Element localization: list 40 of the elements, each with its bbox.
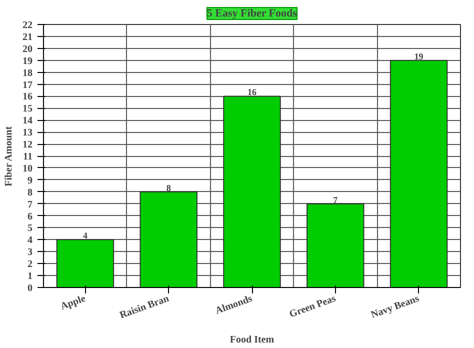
y-tick-label: 16 xyxy=(22,92,32,103)
y-tick-label: 4 xyxy=(28,235,32,246)
y-tick-label: 10 xyxy=(22,163,32,174)
y-tick-label: 15 xyxy=(22,104,32,115)
y-tick-label: 6 xyxy=(28,211,32,222)
bar xyxy=(223,96,281,288)
y-tick-label: 11 xyxy=(23,152,33,162)
y-tick-label: 3 xyxy=(28,247,32,258)
y-tick-label: 17 xyxy=(22,80,32,91)
y-axis-title: Fiber Amount xyxy=(4,126,14,186)
y-tick-label: 7 xyxy=(28,199,32,210)
y-tick-label: 12 xyxy=(22,140,32,151)
bar xyxy=(140,191,198,288)
y-tick-label: 21 xyxy=(22,32,32,43)
data-label: 4 xyxy=(82,230,88,241)
y-tick-label: 19 xyxy=(22,56,32,67)
y-tick-label: 0 xyxy=(28,283,32,294)
x-tick-label: Green Peas xyxy=(288,293,338,320)
x-tick-label: Navy Beans xyxy=(370,293,421,321)
y-tick-label: 2 xyxy=(28,259,32,270)
data-label: 16 xyxy=(248,87,257,98)
x-axis-title: Food Item xyxy=(230,334,275,346)
bar xyxy=(306,203,364,288)
y-tick-label: 9 xyxy=(28,175,32,186)
y-tick-label: 14 xyxy=(22,116,32,127)
x-tick-label: Raisin Bran xyxy=(118,293,171,322)
x-tick-label: Apple xyxy=(59,293,88,312)
data-label: 19 xyxy=(414,51,424,62)
chart-title: 5 Easy Fiber Foods xyxy=(206,8,298,20)
bar xyxy=(390,60,448,288)
y-tick-label: 18 xyxy=(22,68,32,79)
data-label: 7 xyxy=(333,194,338,205)
y-tick-label: 22 xyxy=(22,20,32,31)
data-label: 8 xyxy=(166,182,172,193)
y-tick-label: 20 xyxy=(22,44,32,55)
bar xyxy=(56,239,114,288)
y-tick-label: 1 xyxy=(28,271,32,282)
y-tick-label: 13 xyxy=(22,128,32,139)
y-tick-label: 8 xyxy=(28,187,32,198)
y-tick-label: 5 xyxy=(28,223,32,234)
